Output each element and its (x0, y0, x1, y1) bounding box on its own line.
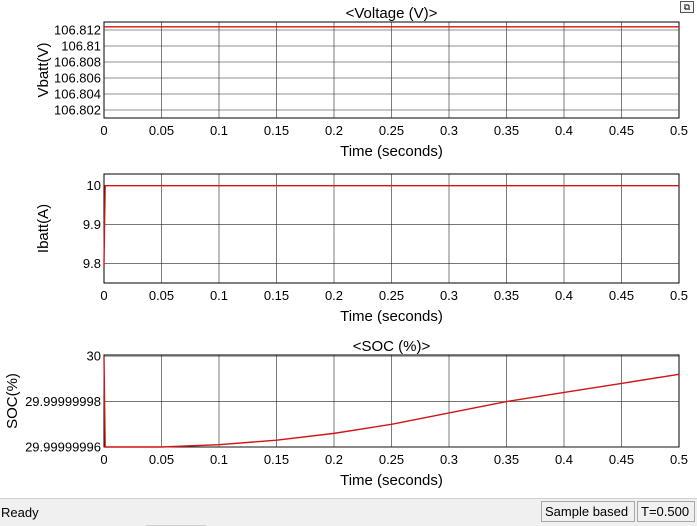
y-tick-label: 106.806 (54, 71, 101, 86)
plot-title: <SOC (%)> (353, 338, 431, 355)
x-tick-label: 0 (100, 123, 107, 138)
y-tick-label: 106.808 (54, 55, 101, 70)
x-tick-label: 0 (100, 288, 107, 303)
x-tick-label: 0.2 (325, 288, 343, 303)
x-tick-label: 0.5 (670, 288, 688, 303)
y-tick-label: 106.81 (61, 39, 101, 54)
x-tick-label: 0.25 (379, 123, 404, 138)
x-tick-label: 0.4 (555, 123, 573, 138)
y-axis-title: SOC(%) (4, 373, 21, 429)
y-tick-label: 10 (87, 178, 101, 193)
x-tick-label: 0.5 (670, 123, 688, 138)
y-axis-title: Vbatt(V) (35, 42, 52, 97)
x-tick-label: 0.35 (494, 288, 519, 303)
plot-current: 0 0.05 0.1 0.15 0.2 0.25 0.3 0.35 0.4 0.45 0.5 9.8 9… (35, 173, 688, 325)
plot-title: <Voltage (V)> (346, 5, 438, 22)
x-tick-label: 0.15 (264, 452, 289, 467)
x-tick-label: 0.05 (149, 123, 174, 138)
x-tick-label: 0.35 (494, 452, 519, 467)
status-bar: Ready Sample based T=0.500 (0, 498, 697, 526)
plot-soc: 0 0.05 0.1 0.15 0.2 0.25 0.3 0.35 0.4 0.45 0.5 29.9… (4, 338, 688, 489)
x-tick-label: 0.05 (149, 452, 174, 467)
x-tick-label: 0.25 (379, 288, 404, 303)
x-tick-label: 0.1 (210, 452, 228, 467)
x-tick-label: 0.45 (609, 123, 634, 138)
x-tick-label: 0.1 (210, 288, 228, 303)
x-axis-title: Time (seconds) (340, 308, 443, 325)
x-tick-label: 0.45 (609, 452, 634, 467)
x-tick-label: 0.3 (440, 123, 458, 138)
series-line (103, 356, 680, 448)
simulation-time-indicator: T=0.500 (637, 501, 695, 522)
x-axis-title: Time (seconds) (340, 472, 443, 489)
restore-window-icon: ⧉ (683, 2, 691, 12)
x-tick-label: 0.3 (440, 288, 458, 303)
x-tick-label: 0 (100, 452, 107, 467)
x-axis-title: Time (seconds) (340, 143, 443, 160)
y-tick-label: 29.99999996 (25, 440, 101, 455)
sample-mode-indicator: Sample based (541, 501, 635, 522)
x-tick-label: 0.2 (325, 452, 343, 467)
plot-voltage: 0 0.05 0.1 0.15 0.2 0.25 0.3 0.35 0.4 0.45 0.5 106.… (35, 5, 688, 160)
series-line (103, 184, 679, 268)
y-tick-label: 29.99999998 (25, 394, 101, 409)
grid-lines (104, 355, 679, 448)
x-tick-label: 0.4 (555, 288, 573, 303)
restore-window-button[interactable]: ⧉ (680, 1, 694, 13)
status-text: Ready (1, 505, 39, 520)
scope-display: 0 0.05 0.1 0.15 0.2 0.25 0.3 0.35 0.4 0.45 0.5 106.… (4, 5, 688, 489)
y-tick-label: 106.804 (54, 87, 101, 102)
x-tick-label: 0.35 (494, 123, 519, 138)
x-tick-label: 0.15 (264, 288, 289, 303)
y-tick-label: 9.8 (83, 256, 101, 271)
x-tick-label: 0.5 (670, 452, 688, 467)
x-tick-label: 0.05 (149, 288, 174, 303)
x-tick-label: 0.45 (609, 288, 634, 303)
x-tick-label: 0.15 (264, 123, 289, 138)
x-tick-label: 0.4 (555, 452, 573, 467)
grid-lines (104, 22, 679, 118)
y-axis-title: Ibatt(A) (35, 204, 52, 253)
y-tick-label: 9.9 (83, 217, 101, 232)
x-tick-label: 0.2 (325, 123, 343, 138)
x-tick-label: 0.25 (379, 452, 404, 467)
y-tick-label: 30 (87, 349, 101, 364)
x-tick-label: 0.3 (440, 452, 458, 467)
y-tick-label: 106.812 (54, 23, 101, 38)
x-tick-label: 0.1 (210, 123, 228, 138)
y-tick-label: 106.802 (54, 103, 101, 118)
